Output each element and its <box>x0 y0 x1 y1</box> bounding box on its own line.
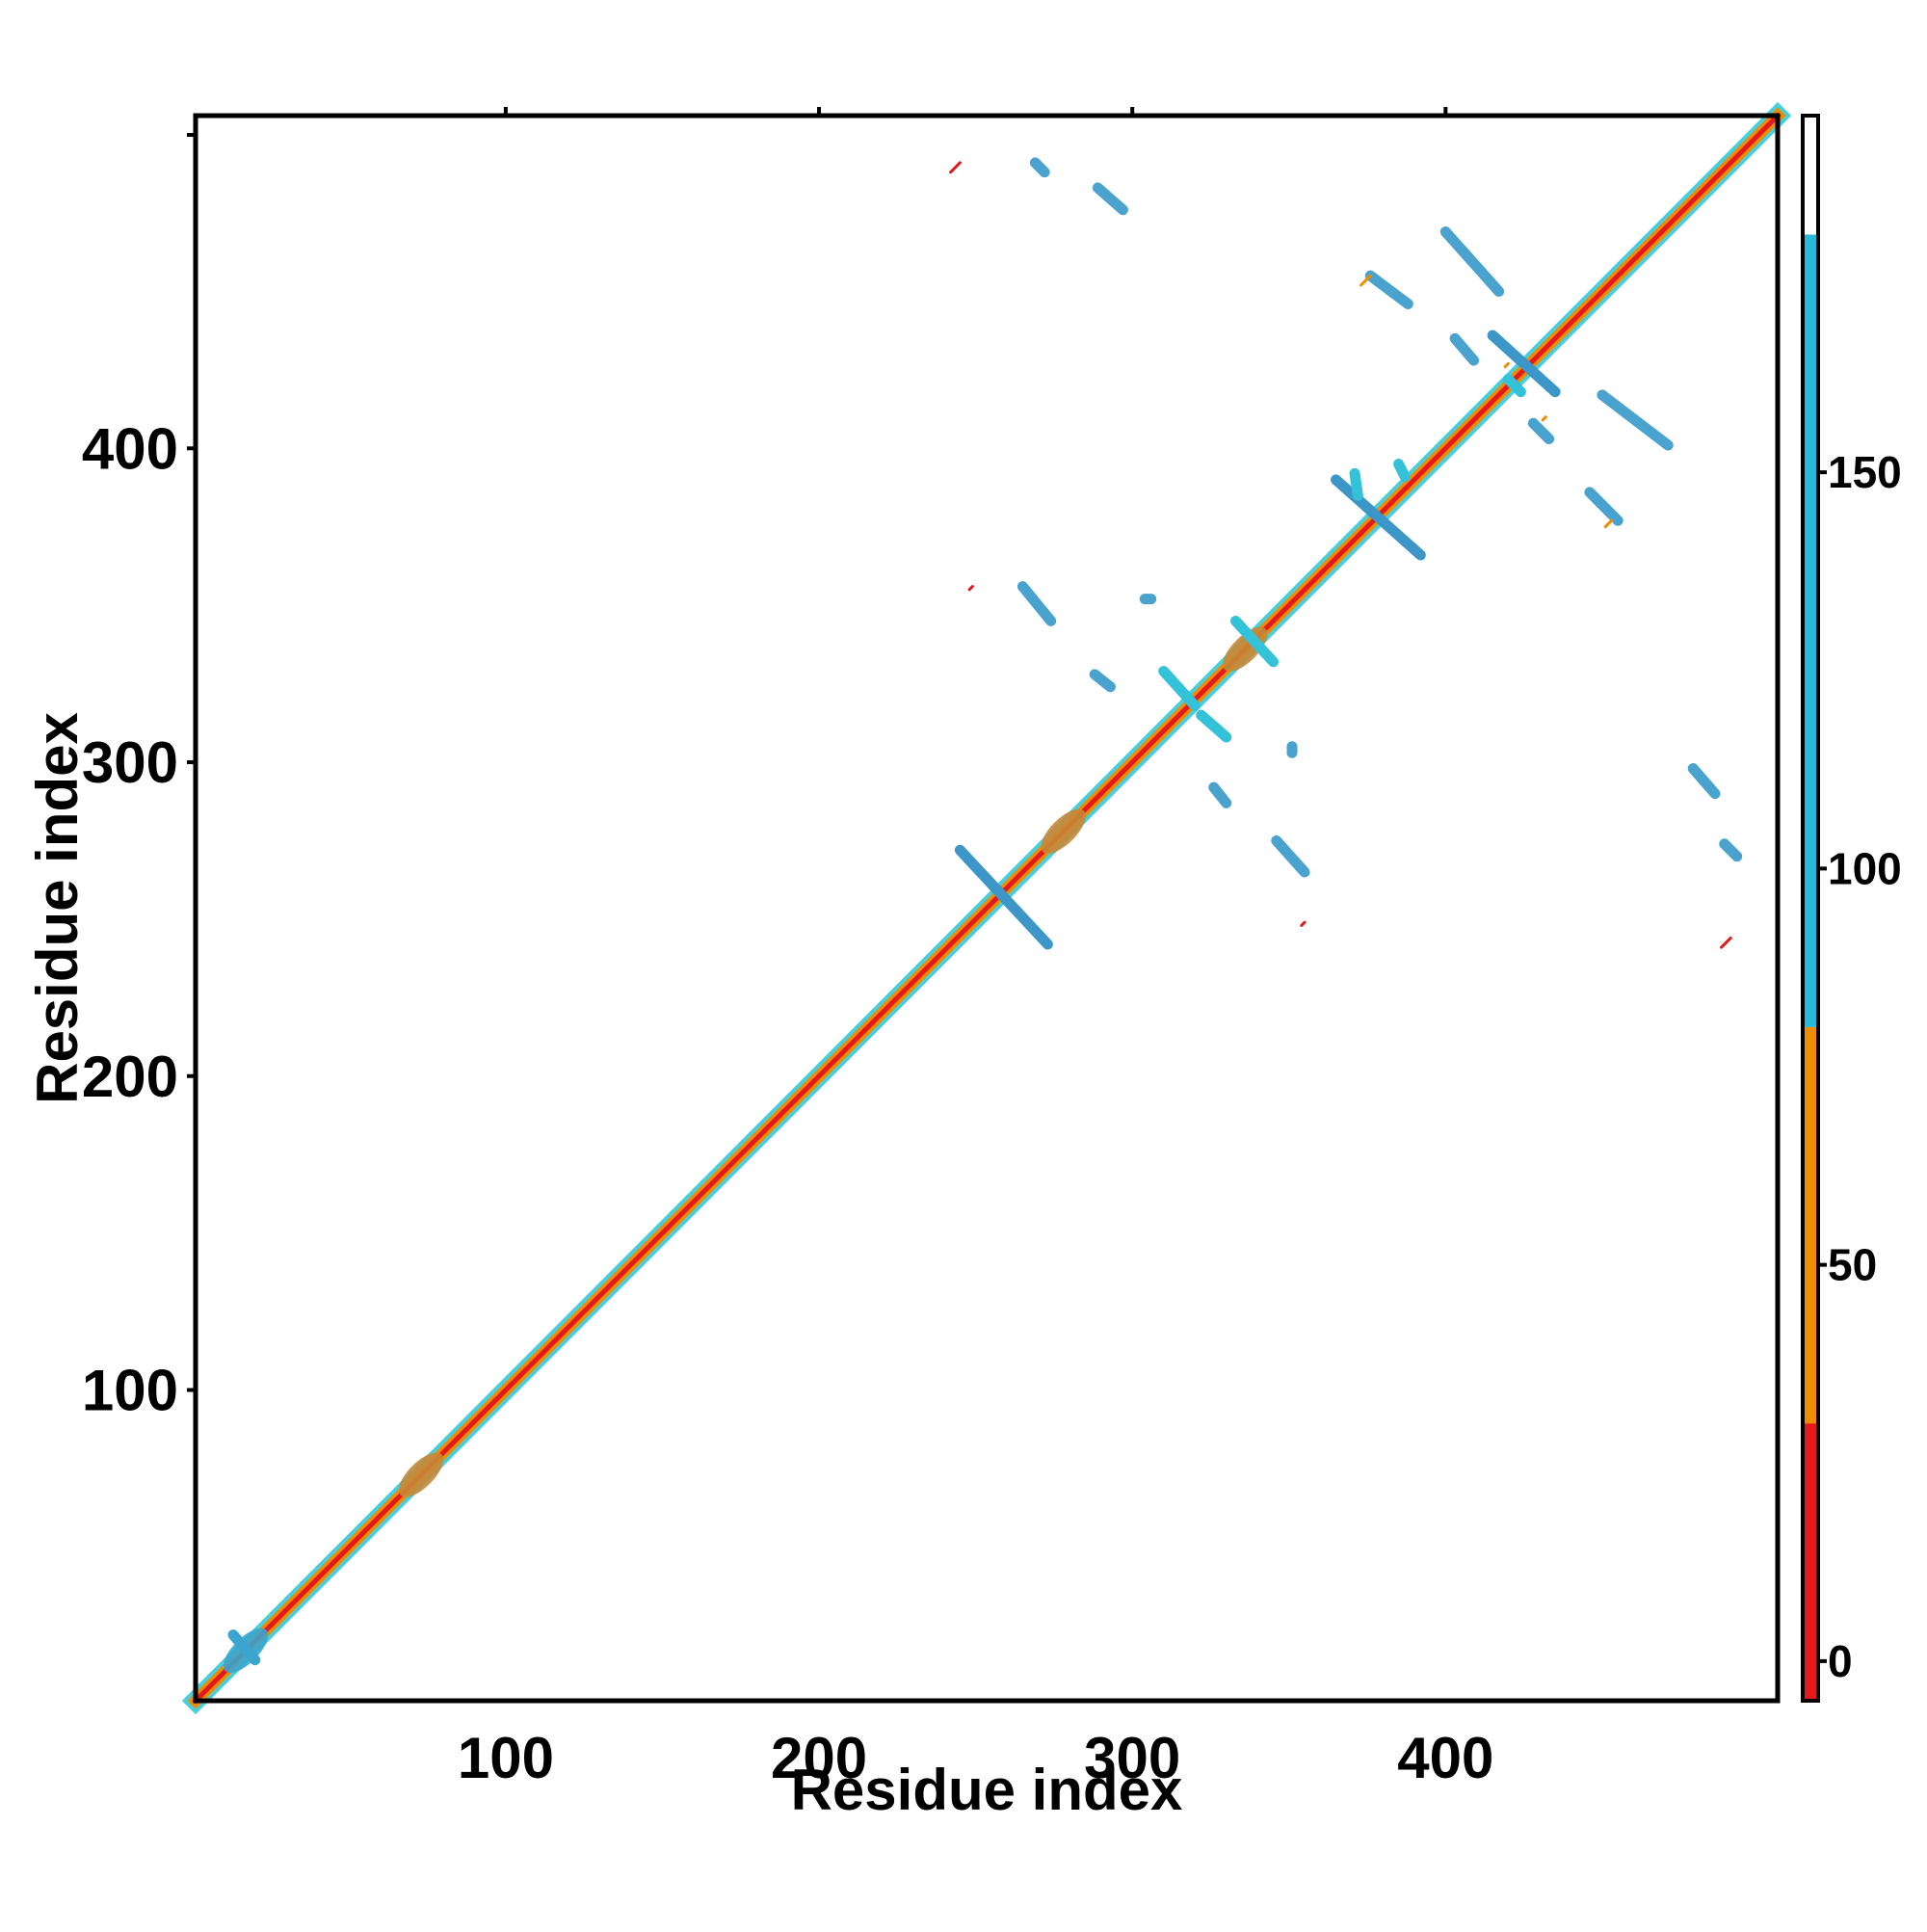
contact-segment-7 <box>1364 270 1413 309</box>
colorbar-segment-2 <box>1803 234 1818 1027</box>
colorbar-segment-1 <box>1803 1026 1818 1424</box>
y-tick-label-1: 200 <box>82 1045 178 1109</box>
diagonal-blob-2 <box>1041 808 1086 854</box>
contact-segment-3 <box>227 1629 261 1666</box>
colorbar-tick-label-3: 150 <box>1828 447 1902 497</box>
contact-segment-17 <box>1271 834 1310 878</box>
contact-segment-8 <box>1449 332 1480 366</box>
contact-segment-30 <box>1719 936 1732 949</box>
colorbar: 0 50 100 150 <box>1801 114 1902 1703</box>
colorbar-segment-3 <box>1803 116 1818 235</box>
contact-segment-1 <box>1331 474 1426 561</box>
contact-segment-2 <box>1487 330 1561 398</box>
contact-segment-16 <box>1208 781 1232 808</box>
contact-segment-33 <box>1541 415 1547 422</box>
x-tick-label-2: 300 <box>1084 1726 1180 1790</box>
contact-segment-15 <box>1196 709 1232 743</box>
contact-segment-11 <box>1584 487 1623 526</box>
contact-segment-6 <box>1439 226 1505 297</box>
x-tick-label-1: 200 <box>771 1726 867 1790</box>
contact-segment-32 <box>1503 361 1510 369</box>
contact-segment-14 <box>1158 666 1201 711</box>
contact-segment-31 <box>1603 518 1614 529</box>
colorbar-tick-label-1: 50 <box>1828 1240 1877 1290</box>
contact-segment-0 <box>954 844 1053 950</box>
colorbar-frame <box>1801 114 1820 1703</box>
axes: 100 200 300 400 100 200 300 400 <box>82 107 1493 1790</box>
diagonal-blob-1 <box>398 1452 444 1497</box>
colorbar-segment-0 <box>1803 1423 1818 1701</box>
x-tick-label-0: 100 <box>458 1726 554 1790</box>
contact-segment-21 <box>1393 459 1411 483</box>
contact-segment-18 <box>1687 763 1721 800</box>
plot-frame <box>193 113 1781 1704</box>
y-tick-label-0: 100 <box>82 1359 178 1423</box>
y-tick-label-3: 400 <box>82 416 178 481</box>
contact-segment-5 <box>1092 182 1128 216</box>
x-axis-title: Residue index <box>791 1758 1183 1822</box>
contact-segment-29 <box>1300 920 1307 927</box>
contact-segment-27 <box>967 585 974 592</box>
contact-segment-10 <box>1527 417 1555 445</box>
contact-segment-20 <box>1349 467 1363 501</box>
contact-segment-28 <box>1359 274 1372 287</box>
contact-segment-4 <box>1029 157 1050 178</box>
contact-segment-26 <box>949 161 962 174</box>
contact-marks <box>181 101 1792 1715</box>
contact-segment-22 <box>1229 615 1280 668</box>
contact-segment-13 <box>1089 669 1116 693</box>
x-tick-label-3: 400 <box>1397 1726 1493 1790</box>
colorbar-tick-label-0: 0 <box>1828 1636 1853 1686</box>
contact-segment-9 <box>1597 389 1674 451</box>
colorbar-tick-label-2: 100 <box>1828 843 1902 893</box>
y-axis-title: Residue index <box>25 712 90 1104</box>
y-tick-label-2: 300 <box>82 730 178 795</box>
contact-segment-12 <box>1016 581 1057 626</box>
contact-segment-23 <box>1502 374 1526 398</box>
contact-segment-19 <box>1719 838 1743 862</box>
